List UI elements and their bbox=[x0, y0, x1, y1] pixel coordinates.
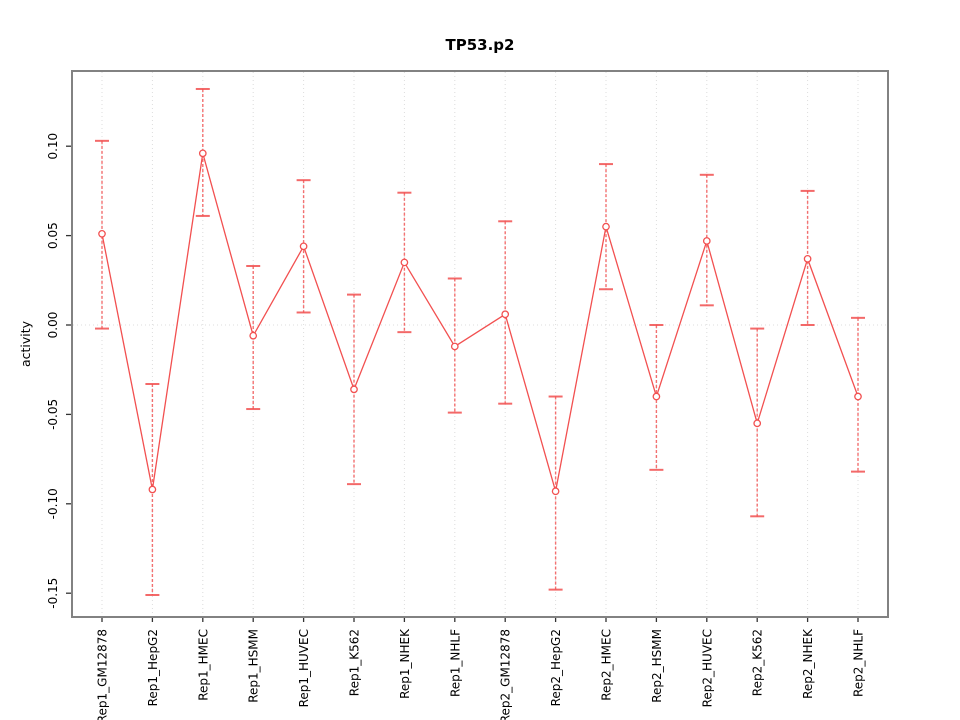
x-tick-label: Rep1_HUVEC bbox=[297, 629, 311, 707]
chart-title: TP53.p2 bbox=[445, 36, 515, 54]
x-tick-label: Rep2_GM12878 bbox=[499, 629, 513, 720]
x-tick-label: Rep1_GM12878 bbox=[96, 629, 110, 720]
x-tick-label: Rep1_NHEK bbox=[398, 628, 412, 699]
y-tick-label: -0.05 bbox=[46, 399, 60, 430]
data-point bbox=[501, 310, 510, 319]
series-line bbox=[101, 153, 859, 492]
plot-background bbox=[72, 71, 888, 617]
x-tick-label: Rep2_NHEK bbox=[801, 628, 815, 699]
x-tick-label: Rep2_HMEC bbox=[600, 629, 614, 701]
data-point bbox=[148, 485, 157, 494]
x-tick-label: Rep2_HUVEC bbox=[700, 629, 714, 707]
x-tick-label: Rep1_NHLF bbox=[448, 629, 462, 697]
x-tick-label: Rep2_HSMM bbox=[650, 629, 664, 703]
data-point bbox=[854, 392, 862, 401]
y-tick-label: 0.10 bbox=[46, 133, 60, 160]
x-tick-label: Rep2_HepG2 bbox=[549, 629, 563, 706]
data-point bbox=[803, 254, 812, 263]
data-point bbox=[702, 237, 711, 245]
data-point bbox=[450, 342, 459, 351]
y-tick-label: -0.15 bbox=[46, 578, 60, 609]
data-point bbox=[652, 392, 661, 401]
plot-box bbox=[71, 70, 889, 618]
data-point bbox=[249, 331, 258, 340]
data-point bbox=[198, 149, 207, 158]
data-point bbox=[400, 258, 409, 267]
x-tick-label: Rep1_HepG2 bbox=[146, 629, 160, 706]
x-tick-label: Rep2_NHLF bbox=[852, 629, 866, 697]
x-tick-label: Rep1_HMEC bbox=[196, 629, 210, 701]
data-point bbox=[753, 419, 762, 428]
y-tick-label: 0.05 bbox=[46, 222, 60, 249]
data-point bbox=[350, 385, 358, 394]
x-tick-label: Rep2_K562 bbox=[751, 629, 765, 696]
x-tick-label: Rep1_HSMM bbox=[247, 629, 261, 703]
data-point bbox=[602, 222, 610, 231]
y-tick-label: 0.00 bbox=[46, 312, 60, 339]
data-point bbox=[98, 229, 106, 238]
x-tick-label: Rep1_K562 bbox=[348, 629, 362, 696]
y-tick-label: -0.10 bbox=[46, 488, 60, 519]
data-point bbox=[299, 242, 308, 251]
data-point bbox=[551, 487, 560, 496]
